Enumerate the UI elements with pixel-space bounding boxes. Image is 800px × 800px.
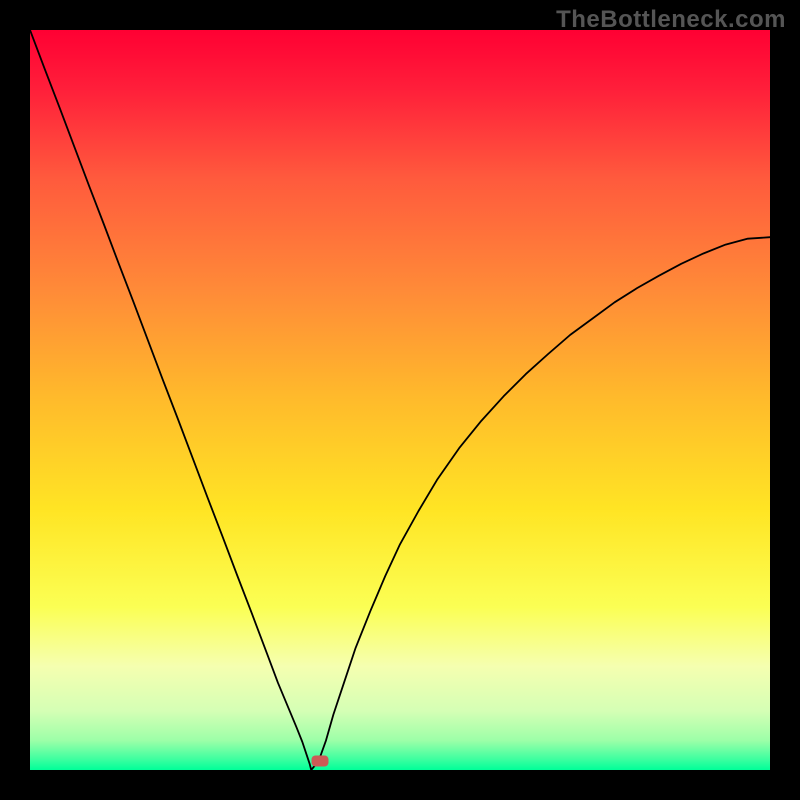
plot-area [30, 30, 770, 770]
bottleneck-curve [30, 30, 770, 770]
minimum-marker [312, 756, 329, 767]
chart-frame: TheBottleneck.com [0, 0, 800, 800]
